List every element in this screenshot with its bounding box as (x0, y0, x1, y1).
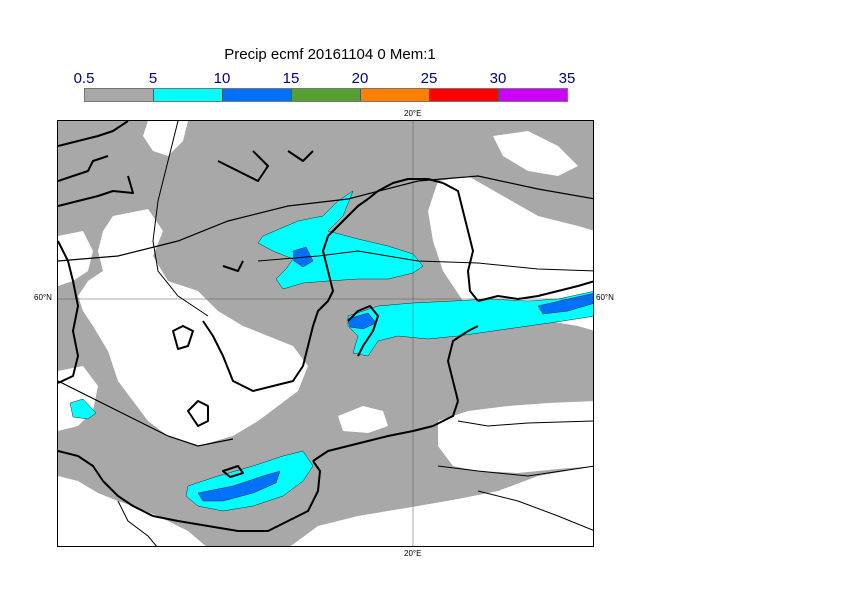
colorbar-segment (153, 89, 222, 101)
colorbar-segment (222, 89, 291, 101)
coastline (447, 325, 479, 402)
colorbar-segment (291, 89, 360, 101)
precipitation-map (57, 120, 594, 547)
border-line (58, 380, 234, 447)
coastline (202, 198, 369, 392)
colorbar-segment (498, 89, 567, 101)
border-line (457, 420, 593, 427)
coastline (58, 175, 134, 207)
colorbar-label: 25 (420, 70, 438, 87)
longitude-label-bottom: 20°E (404, 549, 422, 558)
coastline (58, 450, 321, 532)
colorbar-label: 20 (351, 70, 369, 87)
coastline (367, 178, 444, 200)
border-line (437, 465, 593, 477)
colorbar-segment (360, 89, 429, 101)
coastline (442, 182, 479, 302)
coastline (287, 150, 314, 162)
map-canvas (58, 121, 593, 546)
coastline (58, 240, 79, 384)
coastline (312, 400, 459, 462)
border-line (152, 121, 209, 317)
coastline (172, 325, 194, 350)
map-title: Precip ecmf 20161104 0 Mem:1 (224, 46, 436, 63)
coastline (217, 150, 269, 182)
latitude-label-left: 60°N (34, 293, 52, 302)
dry-area (58, 231, 93, 286)
dry-area (78, 209, 308, 446)
coastline (222, 465, 244, 478)
border-line (58, 175, 593, 262)
precip-area-blue (197, 470, 281, 502)
dry-area (438, 401, 593, 473)
border-line (477, 490, 593, 531)
colorbar-label: 15 (282, 70, 300, 87)
precip-area-cyan (69, 398, 97, 420)
dry-area (493, 131, 578, 176)
coastline (58, 155, 109, 182)
dry-area (143, 121, 188, 156)
colorbar-label: 5 (148, 70, 158, 87)
longitude-label-top: 20°E (404, 109, 422, 118)
colorbar-label: 30 (489, 70, 507, 87)
colorbar-label: 10 (213, 70, 231, 87)
border-line (257, 250, 593, 272)
coastline (58, 121, 129, 147)
precip-area-blue (347, 312, 377, 330)
colorbar-label: 0.5 (73, 70, 95, 87)
colorbar (84, 88, 568, 102)
colorbar-label: 35 (558, 70, 576, 87)
coastline (477, 280, 593, 302)
dry-area (338, 406, 388, 433)
colorbar-segment (429, 89, 498, 101)
coastline (187, 400, 209, 427)
coastline (347, 305, 379, 357)
coastline (222, 260, 244, 272)
latitude-label-right: 60°N (596, 293, 614, 302)
colorbar-segment (85, 89, 153, 101)
border-line (117, 500, 157, 546)
